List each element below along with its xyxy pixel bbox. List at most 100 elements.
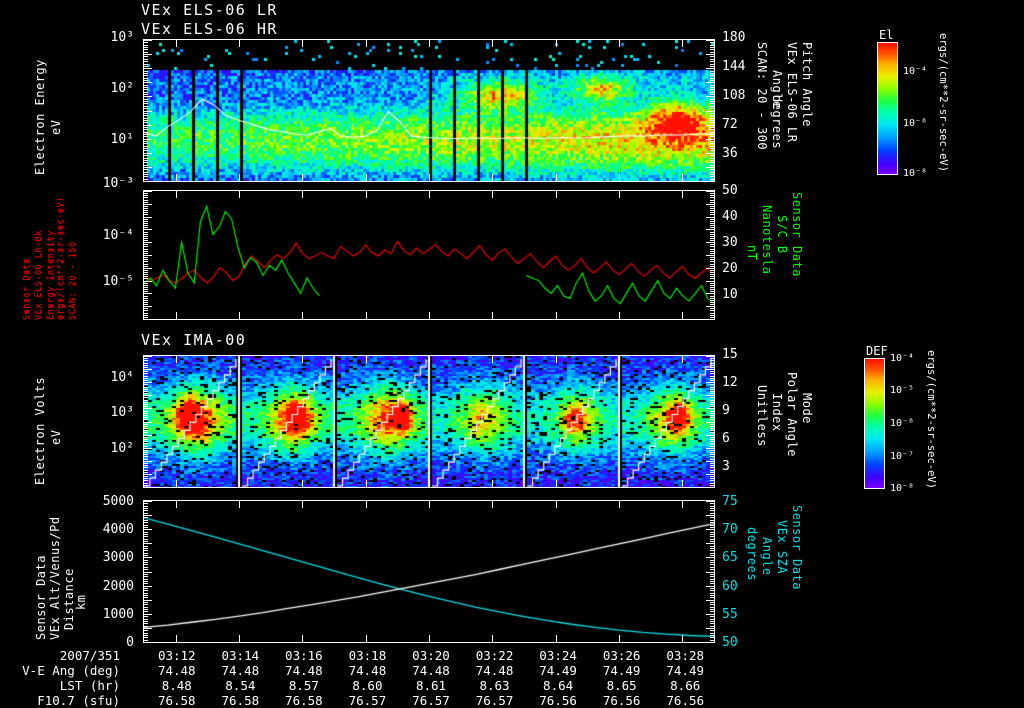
table-cell-r0-c0: 03:12 <box>157 648 196 663</box>
axis-tick-x <box>492 635 493 642</box>
p4-r-n3: degrees <box>745 527 759 582</box>
axis-tick <box>144 272 148 273</box>
axis-tick <box>144 278 148 279</box>
axis-tick <box>144 619 148 620</box>
axis-tick <box>710 534 714 535</box>
axis-tick-x <box>302 501 303 508</box>
axis-tick <box>710 508 714 509</box>
axis-tick <box>144 586 152 587</box>
axis-tick <box>706 281 714 282</box>
panel4-rtick-55: 55 <box>722 607 738 622</box>
axis-tick <box>710 560 714 561</box>
panel1-right-axis-name: Pitch Angle <box>800 42 814 182</box>
axis-tick <box>144 459 148 460</box>
axis-tick <box>706 255 714 256</box>
axis-tick <box>710 246 714 247</box>
axis-tick <box>144 583 148 584</box>
axis-tick <box>144 446 148 447</box>
axis-tick <box>144 122 148 123</box>
axis-tick <box>144 546 148 547</box>
axis-tick <box>706 369 714 370</box>
axis-tick <box>144 264 148 265</box>
axis-tick <box>144 562 148 563</box>
panel2-left-axis-unit: ergs/(cm**2-sr-sec-eV) <box>56 192 66 320</box>
axis-tick <box>710 517 714 518</box>
panel4-traces <box>144 501 714 642</box>
axis-tick <box>144 229 152 230</box>
panel1-right-axis-degrees: degrees <box>770 95 784 205</box>
axis-tick <box>710 219 714 220</box>
axis-tick-x <box>619 635 620 642</box>
axis-tick <box>144 232 148 233</box>
axis-tick <box>710 597 714 598</box>
axis-tick <box>144 162 148 163</box>
axis-tick <box>710 441 714 442</box>
axis-tick <box>144 103 148 104</box>
axis-tick <box>144 111 152 112</box>
axis-tick-x <box>239 501 240 508</box>
axis-tick <box>144 443 148 444</box>
axis-tick <box>710 223 714 224</box>
axis-tick <box>144 160 148 161</box>
axis-tick <box>710 415 714 416</box>
axis-tick <box>144 593 148 594</box>
axis-tick <box>144 430 148 431</box>
axis-tick <box>144 261 148 262</box>
axis-tick <box>144 567 148 568</box>
axis-tick <box>710 308 714 309</box>
table-cell-r0-c2: 03:16 <box>285 648 323 663</box>
axis-tick-x <box>366 191 367 198</box>
panel4-left-axis-sensor: Sensor Data <box>34 505 48 640</box>
axis-tick <box>144 508 148 509</box>
axis-tick <box>710 635 714 636</box>
axis-tick <box>144 597 148 598</box>
axis-tick <box>710 253 714 254</box>
panel2-left-axis-quantity: Energy Intensity <box>46 192 56 320</box>
axis-tick <box>710 132 714 133</box>
axis-tick <box>710 611 714 612</box>
axis-tick-x <box>619 356 620 363</box>
axis-tick <box>144 483 148 484</box>
axis-tick <box>144 461 152 462</box>
axis-tick <box>144 395 152 396</box>
panel2-rtick-50: 50 <box>722 183 738 198</box>
p2-r-n0: Sensor Data <box>790 192 804 277</box>
axis-tick <box>144 630 148 631</box>
axis-tick <box>706 572 714 573</box>
axis-tick-x <box>176 40 177 47</box>
axis-tick <box>710 122 714 123</box>
axis-tick <box>144 118 148 119</box>
axis-tick <box>144 614 152 615</box>
axis-tick <box>710 406 714 407</box>
axis-tick <box>144 611 148 612</box>
axis-tick <box>144 146 148 147</box>
axis-tick-x <box>556 501 557 508</box>
panel2-ytick-1: 10⁻⁴ <box>102 228 134 243</box>
axis-tick <box>706 68 714 69</box>
table-row-label-3: F10.7 (sfu) <box>37 693 120 708</box>
axis-tick <box>706 54 714 55</box>
axis-tick-x <box>366 174 367 181</box>
axis-tick <box>144 428 148 429</box>
panel2-rtick-10: 10 <box>722 287 738 302</box>
axis-tick <box>144 193 148 194</box>
axis-tick <box>144 579 148 580</box>
axis-tick <box>710 251 714 252</box>
axis-tick <box>710 78 714 79</box>
axis-tick <box>710 373 714 374</box>
axis-tick-x <box>239 480 240 487</box>
axis-tick <box>710 193 714 194</box>
table-cell-r1-c5: 74.48 <box>475 663 514 678</box>
axis-tick-x <box>492 174 493 181</box>
panel1-rtick-72: 72 <box>722 117 738 132</box>
axis-tick-x <box>302 174 303 181</box>
axis-tick <box>144 59 148 60</box>
axis-tick <box>710 371 714 372</box>
axis-tick <box>710 480 714 481</box>
panel3-rtick-6: 6 <box>722 431 730 446</box>
panel1-rtick-144: 144 <box>722 59 746 74</box>
axis-tick <box>710 387 714 388</box>
p3-l-n1: eV <box>49 429 63 445</box>
axis-tick <box>144 382 152 383</box>
axis-tick <box>144 548 148 549</box>
